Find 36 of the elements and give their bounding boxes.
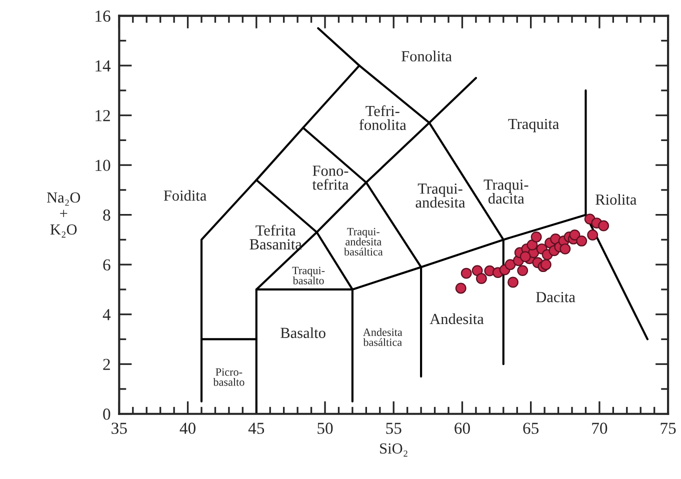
y-tick-label: 4	[102, 309, 111, 320]
annotation: Traqui- dacita	[484, 180, 528, 204]
x-tick-label: 65	[523, 422, 539, 434]
x-tick-label: 35	[112, 422, 127, 434]
x-tick-label: 45	[248, 422, 264, 434]
y-tick-label: 16	[96, 10, 110, 22]
annotation: Andesita	[430, 313, 484, 324]
annotation: Traqui- andesita	[416, 184, 466, 208]
annotation: Traqui- basalto	[292, 266, 325, 284]
annotation: Tefrita Basanita	[250, 224, 302, 250]
y-tick-label: 14	[96, 60, 111, 72]
annotation: Fono- tefrita	[312, 166, 349, 190]
y-tick-label: 6	[103, 259, 110, 271]
y-tick-label: 2	[103, 358, 110, 370]
annotation: Dacita	[536, 292, 576, 302]
annotation: Picro- basalto	[213, 368, 244, 386]
annotation: Foidita	[164, 190, 206, 201]
x-tick-label: 55	[386, 422, 402, 434]
annotation: Traqui- andesita basáltica	[344, 228, 383, 256]
x-axis-title: SiO₂	[380, 443, 408, 457]
x-tick-label: 50	[318, 422, 333, 434]
annotation: Riolita	[596, 194, 636, 205]
annotation: Tefri- fonolita	[359, 105, 406, 130]
y-tick-label: 12	[96, 110, 110, 122]
y-tick-label: 10	[96, 160, 110, 172]
y-axis-title: Na₂O + K₂O	[46, 192, 80, 238]
annotation: Andesita basáltica	[363, 328, 402, 346]
x-tick-label: 40	[180, 422, 196, 434]
x-tick-label: 75	[660, 422, 676, 434]
y-tick-label: 8	[103, 210, 110, 221]
annotation: Traquita	[508, 118, 559, 132]
annotation: Basalto	[280, 327, 326, 338]
x-tick-label: 70	[592, 422, 608, 434]
x-tick-label: 60	[454, 422, 470, 434]
annotation: Fonolita	[402, 50, 452, 62]
y-tick-label: 0	[103, 408, 110, 420]
